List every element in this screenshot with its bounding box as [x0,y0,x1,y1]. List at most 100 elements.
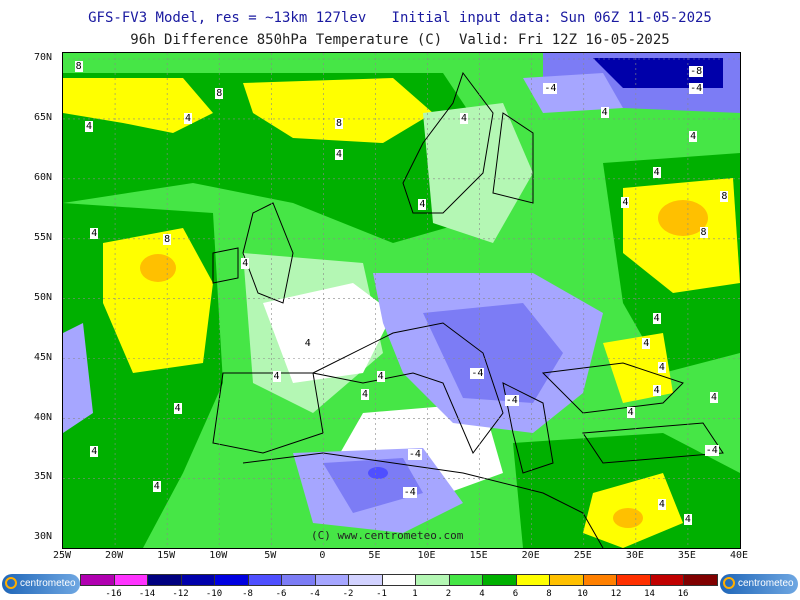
isoline-label: 8 [699,226,708,238]
isoline-label: 8 [335,117,344,129]
copyright-text: (C) www.centrometeo.com [311,529,464,542]
longitude-label: 20W [105,550,124,561]
legend-tick-label: 2 [445,589,452,599]
legend-tick-label: -2 [342,589,354,599]
legend-tick-label: -4 [309,589,320,599]
legend-tick-label: 8 [546,589,552,599]
legend-tick-label: -12 [172,589,189,599]
legend-swatch [381,574,416,586]
field-light-scandinavia [423,103,533,243]
temperature-map: 8 8 4 4 8 4 4 -4 -8 -4 4 4 4 4 4 8 8 4 8 4 4 4 -4 4 4 4 4 -4 4 4 4 4 4 4-… [62,52,741,549]
legend-swatch [348,574,383,586]
legend-swatch [247,574,282,586]
legend-swatch [515,574,550,586]
legend-tick-label: 6 [512,589,519,599]
isoline-label: 4 [183,112,193,124]
legend-swatch [147,574,182,586]
isoline-label: 4 [459,112,469,124]
isoline-label: 4 [303,338,312,350]
longitude-label: 0 [319,550,326,561]
legend-swatch [180,574,215,586]
longitude-label: 40E [729,550,749,561]
legend-swatch [683,574,718,586]
isoline-label: -4 [704,444,719,456]
coast-scandinavia [402,71,494,214]
isoline-label: -4 [470,368,485,380]
isoline-label: -4 [402,486,417,498]
longitude-label: 5W [264,550,277,561]
latitude-label: 45N [34,351,53,363]
longitude-label: 15E [469,550,488,561]
isoline-label: 4 [241,257,250,269]
coast-britain [242,202,294,304]
longitude-label: 15W [157,550,176,561]
field-cold-west-edge [63,323,93,433]
isoline-label: 4 [652,313,661,325]
coast-north-africa [242,452,604,548]
isoline-label: 4 [626,406,635,418]
legend-tick-label: 14 [644,589,655,599]
isoline-label: 4 [652,166,661,178]
legend-tick-label: 4 [479,589,485,599]
longitude-label: 30E [625,550,644,561]
isoline-label: 4 [152,480,161,492]
coast-black-sea [541,362,684,414]
isoline-label: 4 [85,121,94,133]
legend-swatch [448,574,483,586]
isoline-label: 8 [720,190,729,202]
field-cold-alps-italy [423,303,563,403]
isoline-label: 4 [335,148,344,160]
longitude-label: 20E [521,550,540,561]
logo-left-text: centrometeo [20,578,76,589]
isoline-label: 4 [376,370,385,382]
longitude-label: 25W [52,550,72,561]
logo-left: centrometeo [2,574,80,594]
isoline-label: 4 [642,338,651,350]
coast-balkans [502,382,554,474]
legend-swatch [113,574,148,586]
longitude-label: 35E [677,550,696,561]
legend-tick-label: 16 [677,589,689,599]
logo-ring-icon [5,577,17,589]
isoline-label: 4 [418,199,427,211]
coastlines [212,71,724,548]
isoline-label: -8 [689,66,704,78]
latitude-label: 60N [34,171,53,183]
isoline-label: 4 [683,514,692,526]
field-neutral-france [263,283,393,383]
latitude-label: 65N [34,111,53,123]
longitude-label: 10E [417,550,436,561]
legend-tick-label: 1 [412,589,418,599]
field-core-turkey [613,508,643,528]
field-warm-norwegian-sea [243,78,433,143]
field-core-russia [658,200,708,236]
legend-swatch [482,574,517,586]
legend-swatch [281,574,316,586]
legend-swatch [80,574,115,586]
coast-ireland [212,247,239,284]
coast-iberia [212,372,324,454]
isoline-label: 4 [90,227,99,239]
map-field [63,53,740,548]
field-cold-core-africa [368,467,388,479]
latitude-label: 70N [34,51,53,63]
logo-right: centrometeo [720,574,798,594]
legend-tick-label: -14 [138,589,156,599]
legend-swatch [314,574,349,586]
isoline-label: 8 [215,87,224,99]
isoline-label: 4 [621,196,630,208]
legend-swatch [649,574,684,586]
longitude-label: 10W [209,550,228,561]
isoline-label: 4 [600,106,609,118]
legend-swatch [415,574,450,586]
legend-tick-label: 10 [577,589,588,599]
chart-title: GFS-FV3 Model, res = ~13km 127lev Initia… [88,10,712,26]
field-core-atlantic [140,254,176,282]
latitude-label: 30N [34,531,53,543]
isoline-label: 4 [652,384,661,396]
isoline-label: 4 [657,498,666,510]
isoline-label: 4 [90,446,99,458]
isoline-label: 8 [74,61,83,73]
coast-france-italy [311,322,504,454]
isoline-label: -4 [689,82,704,94]
